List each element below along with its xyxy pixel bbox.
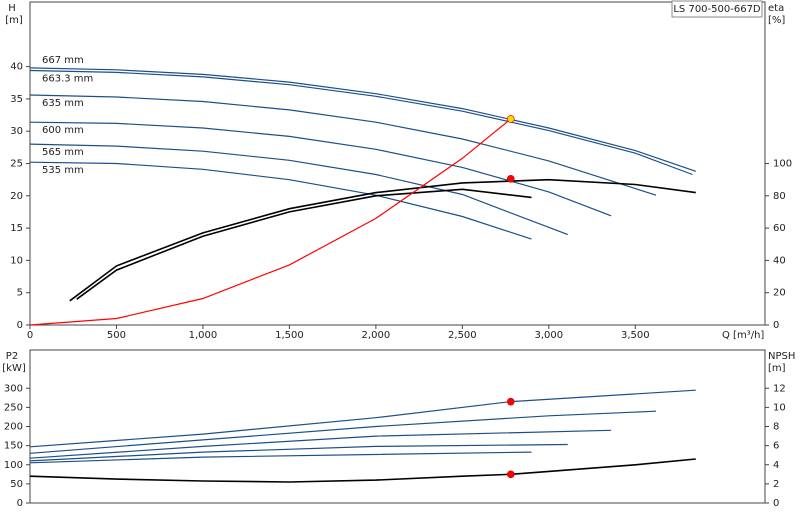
curve-label: 663.3 mm	[42, 73, 93, 84]
x-tick-label: 1,500	[275, 330, 304, 341]
curve	[29, 389, 696, 448]
y2-tick-label: 10	[773, 402, 786, 413]
curve-label: 600 mm	[42, 125, 84, 136]
curve-label: 635 mm	[42, 98, 84, 109]
curve	[29, 67, 696, 172]
y-tick-label: 10	[10, 255, 23, 266]
x-tick-label: 1,000	[189, 330, 218, 341]
y2-axis-title: eta	[768, 3, 784, 14]
curve	[29, 451, 532, 464]
curve-label: 565 mm	[42, 147, 84, 158]
curve	[29, 410, 657, 454]
curve-label: 535 mm	[42, 165, 84, 176]
curve	[29, 118, 512, 326]
y2-tick-label: 100	[773, 159, 792, 170]
x-tick-label: 3,000	[535, 330, 564, 341]
curve	[69, 178, 696, 302]
curve	[29, 121, 612, 217]
y2-tick-label: 0	[773, 320, 779, 331]
y2-axis-unit: [m]	[768, 363, 786, 374]
curve	[29, 69, 693, 176]
x-tick-label: 2,000	[362, 330, 391, 341]
y-tick-label: 15	[10, 223, 23, 234]
y-tick-label: 200	[4, 422, 23, 433]
y2-tick-label: 4	[773, 460, 779, 471]
y-axis-title: P2	[6, 351, 18, 362]
x-tick-label: 3,500	[621, 330, 650, 341]
chart-title: LS 700-500-667D	[673, 4, 761, 15]
curve-label: 667 mm	[42, 55, 84, 66]
y2-tick-label: 8	[773, 422, 779, 433]
curve	[29, 429, 612, 459]
curve	[76, 188, 532, 300]
operating-point	[506, 397, 515, 406]
y-tick-label: 50	[10, 479, 23, 490]
y2-axis-unit: [%]	[768, 15, 785, 26]
y-tick-label: 100	[4, 460, 23, 471]
x-tick-label: 500	[107, 330, 126, 341]
title-box	[671, 0, 763, 18]
y2-tick-label: 2	[773, 479, 779, 490]
y-tick-label: 5	[17, 288, 23, 299]
y-tick-label: 0	[17, 320, 23, 331]
x-tick-label: 2,500	[448, 330, 477, 341]
y2-tick-label: 6	[773, 441, 779, 452]
y2-tick-label: 0	[773, 498, 779, 509]
curve	[29, 161, 532, 240]
y-axis-title: H	[8, 3, 16, 14]
operating-point	[506, 175, 515, 183]
y-tick-label: 25	[10, 159, 23, 170]
x-tick-label: 0	[27, 330, 33, 341]
operating-point	[506, 115, 515, 123]
y2-tick-label: 12	[773, 383, 786, 394]
y-tick-label: 20	[10, 191, 23, 202]
y-tick-label: 35	[10, 94, 23, 105]
curve	[29, 443, 568, 462]
curve	[29, 94, 657, 196]
operating-point	[506, 470, 515, 479]
curve	[29, 458, 696, 483]
y-axis-unit: [kW]	[2, 363, 26, 374]
y2-tick-label: 60	[773, 223, 786, 234]
y2-tick-label: 20	[773, 288, 786, 299]
y-tick-label: 30	[10, 126, 23, 137]
y2-tick-label: 40	[773, 255, 786, 266]
x-axis-title: Q [m³/h]	[722, 330, 764, 341]
y-axis-unit: [m]	[5, 15, 23, 26]
y2-axis-title: NPSH	[768, 351, 795, 362]
y-tick-label: 150	[4, 441, 23, 452]
y-tick-label: 40	[10, 62, 23, 73]
plot-frame	[29, 1, 766, 326]
y-tick-label: 300	[4, 383, 23, 394]
y-tick-label: 0	[17, 498, 23, 509]
y-tick-label: 250	[4, 402, 23, 413]
curve	[29, 143, 569, 236]
y2-tick-label: 80	[773, 191, 786, 202]
